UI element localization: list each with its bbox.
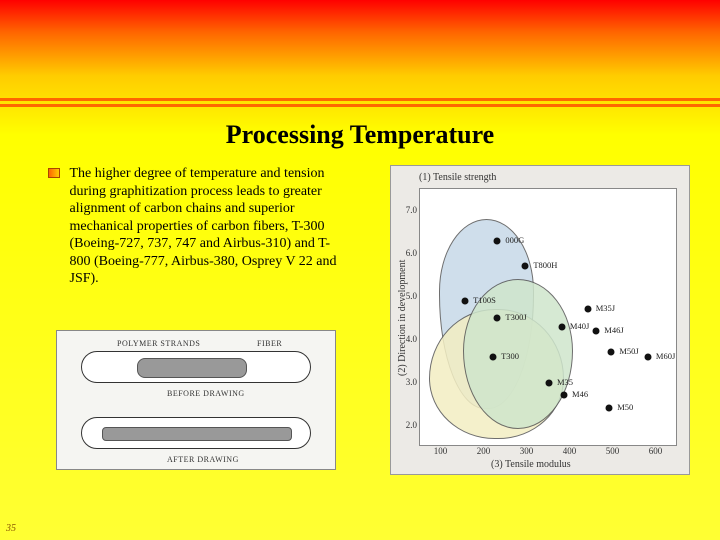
chart-point-label: M46 — [572, 389, 588, 399]
chart-y-tick: 2.0 — [401, 420, 417, 430]
scatter-chart: (1) Tensile strength (2) Direction in de… — [390, 165, 690, 475]
chart-point-label: M35 — [557, 377, 573, 387]
chart-y-tick: 6.0 — [401, 248, 417, 258]
chart-point-label: 000G — [505, 235, 524, 245]
chart-point — [644, 353, 651, 360]
chart-plot-area: 000G T800H T100S M35J T300J M40J M46J T300 M50J M… — [419, 188, 677, 446]
chart-point — [584, 306, 591, 313]
chart-point — [522, 263, 529, 270]
fiber-fill-after — [102, 427, 292, 441]
divider-line-1 — [0, 98, 720, 101]
chart-y-label: (2) Direction in development — [397, 260, 408, 376]
chart-x-tick: 200 — [477, 446, 491, 456]
chart-y-tick: 7.0 — [401, 205, 417, 215]
diagram-label-polymer: POLYMER STRANDS — [117, 339, 200, 348]
chart-point — [606, 405, 613, 412]
chart-y-tick: 3.0 — [401, 377, 417, 387]
diagram-caption-before: BEFORE DRAWING — [167, 389, 245, 398]
chart-point — [608, 349, 615, 356]
bullet-block: The higher degree of temperature and ten… — [48, 165, 358, 288]
chart-x-tick: 100 — [434, 446, 448, 456]
chart-point-label: T100S — [473, 295, 496, 305]
chart-point — [494, 315, 501, 322]
chart-y-tick: 5.0 — [401, 291, 417, 301]
chart-point-label: M50 — [617, 402, 633, 412]
chart-x-tick: 600 — [649, 446, 663, 456]
chart-x-tick: 300 — [520, 446, 534, 456]
chart-point-label: M46J — [604, 325, 623, 335]
chart-point — [462, 297, 469, 304]
slide-number: 35 — [6, 523, 16, 534]
chart-point-label: M40J — [570, 321, 589, 331]
fiber-after — [81, 417, 311, 449]
chart-point — [494, 237, 501, 244]
diagram-label-fiber: FIBER — [257, 339, 282, 348]
chart-title: (1) Tensile strength — [419, 172, 496, 183]
chart-point — [546, 379, 553, 386]
chart-x-label: (3) Tensile modulus — [491, 459, 571, 470]
chart-point-label: T800H — [533, 260, 557, 270]
divider-line-2 — [0, 104, 720, 107]
fiber-fill-before — [137, 358, 247, 378]
chart-x-tick: 500 — [606, 446, 620, 456]
diagram-caption-after: AFTER DRAWING — [167, 455, 239, 464]
chart-point — [561, 392, 568, 399]
chart-point-label: M35J — [596, 303, 615, 313]
chart-x-tick: 400 — [563, 446, 577, 456]
chart-y-tick: 4.0 — [401, 334, 417, 344]
left-diagram: POLYMER STRANDS FIBER BEFORE DRAWING AFT… — [56, 330, 336, 470]
slide: Processing Temperature The higher degree… — [0, 0, 720, 540]
slide-title: Processing Temperature — [0, 120, 720, 150]
chart-point-label: T300J — [505, 312, 526, 322]
chart-point-label: M60J — [656, 351, 675, 361]
chart-point — [593, 327, 600, 334]
bullet-text: The higher degree of temperature and ten… — [70, 165, 350, 288]
fiber-before — [81, 351, 311, 383]
chart-point-label: T300 — [501, 351, 519, 361]
chart-point — [558, 323, 565, 330]
chart-point — [490, 353, 497, 360]
chart-point-label: M50J — [619, 346, 638, 356]
bullet-icon — [48, 168, 60, 178]
